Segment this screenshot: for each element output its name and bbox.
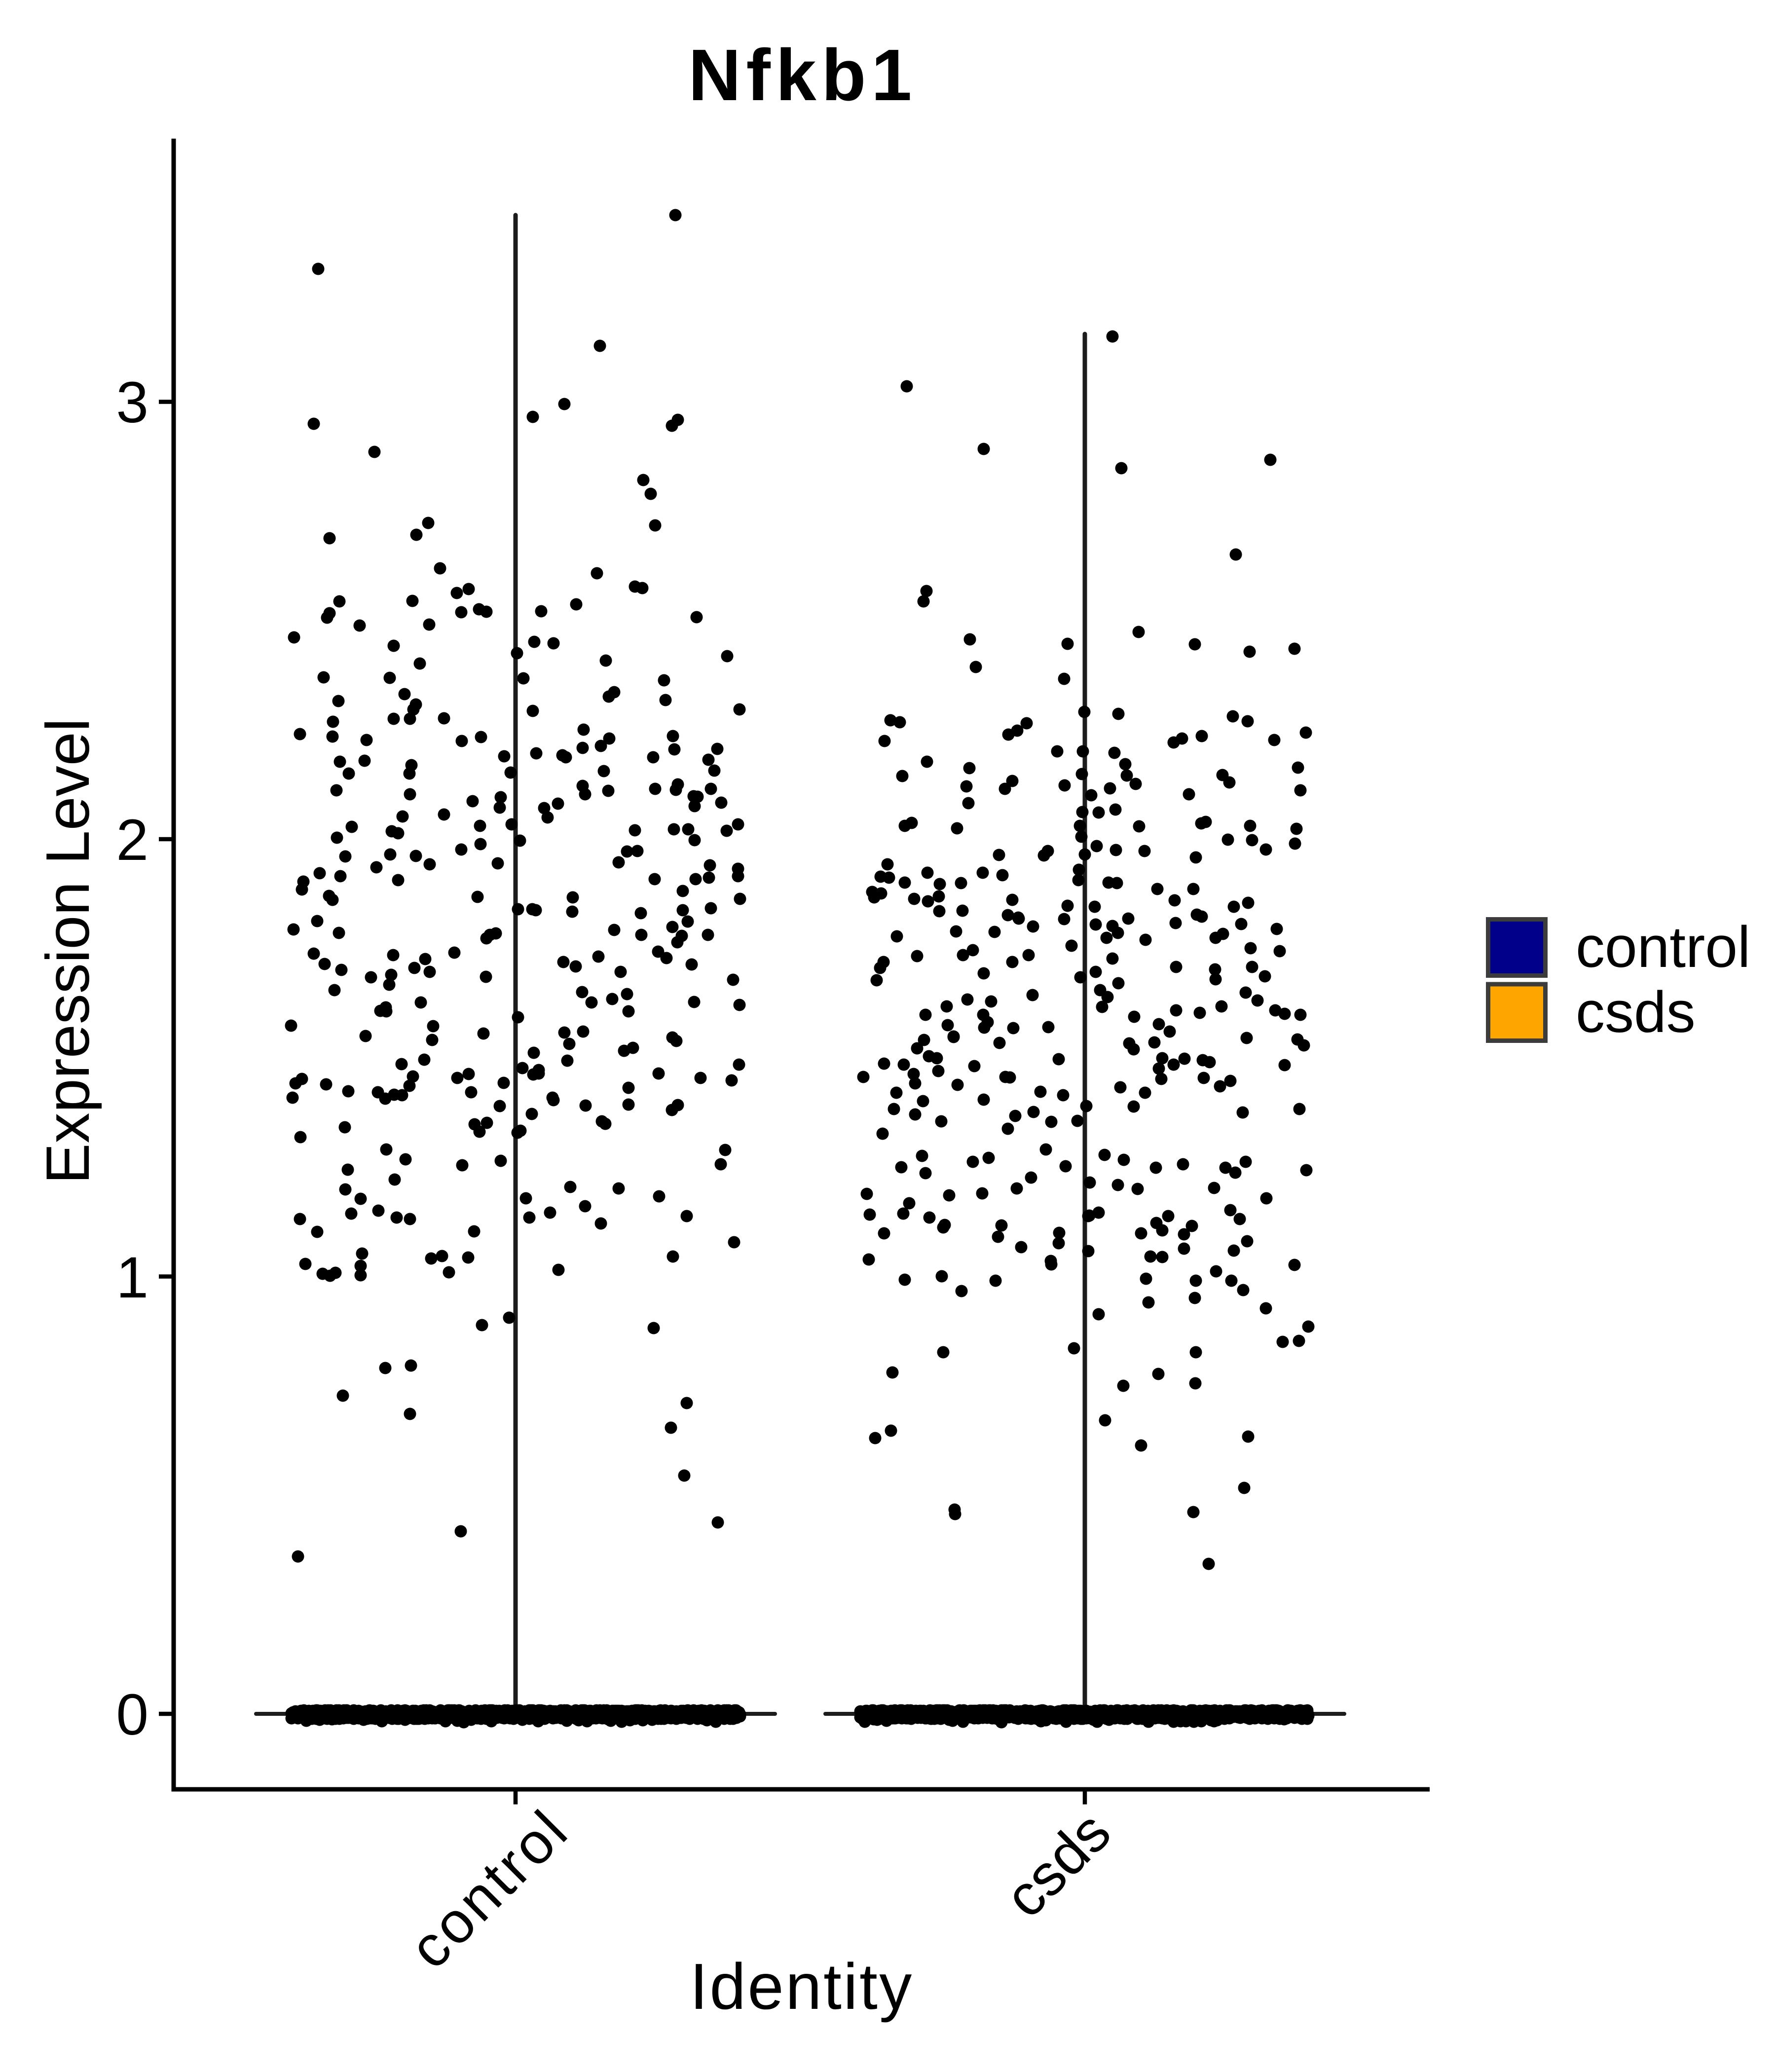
svg-text:1: 1 bbox=[116, 1245, 148, 1310]
svg-text:Identity: Identity bbox=[690, 1950, 914, 2023]
svg-text:0: 0 bbox=[116, 1682, 148, 1747]
svg-text:csds: csds bbox=[1576, 980, 1696, 1045]
svg-text:Expression Level: Expression Level bbox=[34, 718, 102, 1184]
svg-text:control: control bbox=[1576, 915, 1750, 980]
svg-text:2: 2 bbox=[116, 808, 148, 873]
svg-text:Nfkb1: Nfkb1 bbox=[688, 35, 917, 116]
svg-text:3: 3 bbox=[116, 370, 148, 435]
